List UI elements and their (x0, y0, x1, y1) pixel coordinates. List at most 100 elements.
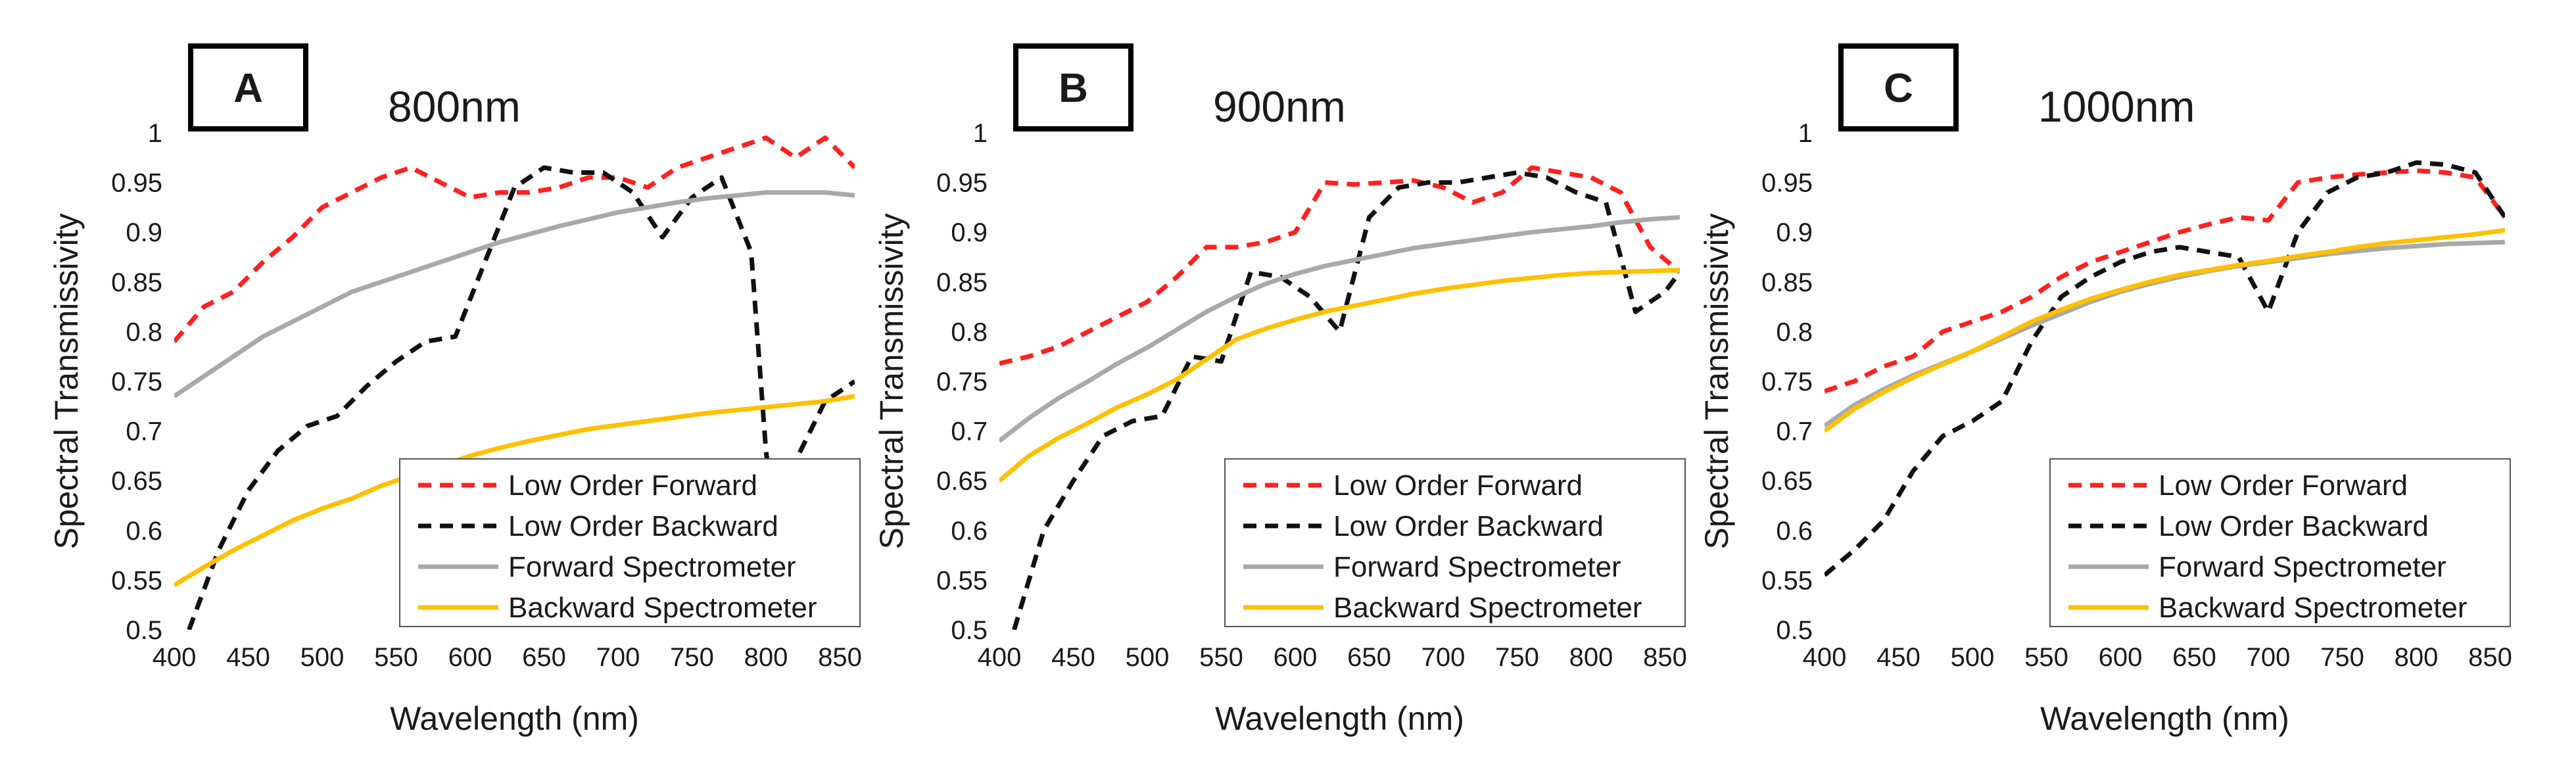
x-tick-label: 500 (1126, 643, 1170, 672)
y-tick-label: 0.75 (936, 368, 988, 396)
panel-a: 0.5 0.55 0.6 0.65 0.7 0.75 0.8 0.85 0.9 0.95 1 400 4… (48, 43, 862, 737)
x-tick-label: 700 (1421, 643, 1466, 672)
panel-label: C (1884, 66, 1913, 111)
series-line-forward-spectrometer (999, 215, 1680, 443)
series-group (1825, 160, 2505, 577)
series-line-backward-spectrometer (1825, 227, 2505, 433)
x-tick-label: 550 (374, 643, 418, 672)
y-tick-label: 0.5 (951, 616, 988, 645)
y-tick-label: 0.8 (126, 318, 162, 346)
legend-box (2049, 458, 2511, 627)
y-tick-label: 0.65 (111, 467, 162, 496)
y-tick-label: 1 (973, 119, 988, 148)
panel-label-box (1013, 43, 1133, 131)
y-tick-label: 0.95 (936, 169, 988, 198)
x-tick-label: 600 (1274, 643, 1318, 672)
y-tick-label: 0.5 (126, 616, 162, 645)
x-tick-label: 850 (1643, 643, 1687, 672)
x-tick-label: 600 (2099, 643, 2143, 672)
y-tick-label: 0.85 (936, 268, 988, 297)
y-tick-label: 0.65 (1761, 467, 1813, 496)
series-group (174, 135, 855, 630)
y-tick-label: 0.7 (126, 417, 162, 446)
x-tick-label: 450 (1051, 643, 1095, 672)
y-tick-label: 0.85 (1761, 268, 1813, 297)
legend-label: Backward Spectrometer (2159, 592, 2468, 624)
series-line-low-order-backward (1825, 160, 2505, 577)
x-tick-label: 450 (226, 643, 270, 672)
legend-label: Forward Spectrometer (2159, 551, 2446, 583)
y-tick-label: 0.95 (1761, 169, 1813, 198)
series-line-backward-spectrometer (999, 268, 1680, 483)
x-tick-label: 550 (2024, 643, 2068, 672)
legend: Low Order Forward Low Order Backward Forwa… (1224, 458, 1686, 627)
chart-title: 800nm (388, 82, 521, 131)
series-line-low-order-forward (1825, 168, 2505, 394)
y-tick-label: 0.5 (1776, 616, 1813, 645)
legend: Low Order Forward Low Order Backward Forwa… (2049, 458, 2511, 627)
x-tick-label: 700 (596, 643, 640, 672)
y-axis-title: Spectral Transmissivity (873, 213, 910, 549)
y-tick-label: 1 (148, 119, 162, 148)
x-tick-label: 850 (818, 643, 862, 672)
panel-b: 0.5 0.55 0.6 0.65 0.7 0.75 0.8 0.85 0.9 0.95 1 400 4… (873, 43, 1687, 737)
y-tick-label: 0.8 (1776, 318, 1813, 346)
legend-label: Backward Spectrometer (1333, 592, 1642, 624)
y-tick-label: 0.65 (936, 467, 988, 496)
y-tick-label: 0.6 (1776, 517, 1813, 546)
legend-label: Forward Spectrometer (508, 551, 796, 583)
legend-label: Low Order Backward (508, 510, 778, 542)
panel-label: B (1059, 66, 1088, 111)
panel-label: A (233, 66, 263, 111)
panel-label-box (1838, 43, 1959, 131)
legend-label: Low Order Backward (1333, 510, 1604, 542)
y-tick-label: 0.55 (936, 566, 988, 595)
x-tick-label: 650 (1347, 643, 1391, 672)
y-tick-label: 0.7 (951, 417, 988, 446)
chart-title: 900nm (1213, 82, 1346, 131)
x-tick-label: 850 (2468, 643, 2512, 672)
series-line-backward-spectrometer (174, 394, 855, 587)
x-tick-label: 500 (300, 643, 345, 672)
y-tick-label: 0.55 (111, 566, 162, 595)
series-line-low-order-backward (187, 165, 855, 630)
y-tick-label: 1 (1798, 119, 1813, 148)
series-line-forward-spectrometer (1825, 239, 2505, 428)
x-tick-label: 450 (1876, 643, 1920, 672)
series-line-low-order-backward (1012, 170, 1680, 630)
y-tick-label: 0.85 (111, 268, 162, 297)
x-tick-label: 650 (522, 643, 566, 672)
panel-c: 0.5 0.55 0.6 0.65 0.7 0.75 0.8 0.85 0.9 0.95 1 400 4… (1698, 43, 2512, 737)
legend-label: Forward Spectrometer (1333, 551, 1621, 583)
x-tick-label: 600 (448, 643, 492, 672)
y-tick-label: 0.9 (1776, 218, 1813, 247)
x-tick-label: 550 (1199, 643, 1243, 672)
legend-box (399, 458, 861, 627)
x-tick-label: 400 (1803, 643, 1847, 672)
x-tick-label: 500 (1951, 643, 1995, 672)
y-tick-label: 0.6 (951, 517, 988, 546)
x-axis-title: Wavelength (nm) (1215, 700, 1464, 737)
y-tick-label: 0.75 (1761, 368, 1813, 396)
x-tick-label: 750 (2320, 643, 2364, 672)
chart-title: 1000nm (2038, 82, 2195, 131)
y-tick-label: 0.9 (126, 218, 162, 247)
series-line-low-order-forward (999, 165, 1680, 366)
panel-label-box (188, 43, 308, 131)
series-line-low-order-forward (174, 135, 855, 343)
x-axis-title: Wavelength (nm) (390, 700, 639, 737)
x-tick-label: 750 (670, 643, 714, 672)
y-tick-label: 0.75 (111, 368, 162, 396)
y-axis-title: Spectral Transmissivity (48, 213, 85, 549)
x-tick-label: 400 (978, 643, 1022, 672)
x-tick-label: 800 (744, 643, 788, 672)
series-line-forward-spectrometer (174, 190, 855, 398)
legend-label: Low Order Forward (508, 469, 757, 502)
x-tick-label: 800 (2395, 643, 2439, 672)
y-tick-label: 0.8 (951, 318, 988, 346)
x-tick-label: 400 (153, 643, 197, 672)
y-tick-label: 0.9 (951, 218, 988, 247)
legend: Low Order Forward Low Order Backward Forwa… (399, 458, 861, 627)
x-axis-title: Wavelength (nm) (2040, 700, 2289, 737)
x-tick-label: 800 (1569, 643, 1613, 672)
